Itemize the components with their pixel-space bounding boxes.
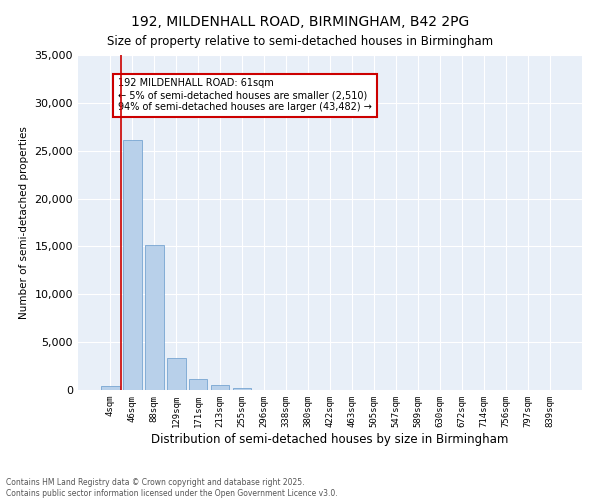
Y-axis label: Number of semi-detached properties: Number of semi-detached properties [19, 126, 29, 319]
Bar [101, 386, 119, 390]
Bar [211, 385, 229, 390]
Bar [189, 380, 208, 390]
Text: 192 MILDENHALL ROAD: 61sqm
← 5% of semi-detached houses are smaller (2,510)
94% : 192 MILDENHALL ROAD: 61sqm ← 5% of semi-… [118, 78, 372, 112]
Bar [167, 358, 185, 390]
X-axis label: Distribution of semi-detached houses by size in Birmingham: Distribution of semi-detached houses by … [151, 432, 509, 446]
Text: Size of property relative to semi-detached houses in Birmingham: Size of property relative to semi-detach… [107, 35, 493, 48]
Text: Contains HM Land Registry data © Crown copyright and database right 2025.
Contai: Contains HM Land Registry data © Crown c… [6, 478, 338, 498]
Bar [145, 246, 164, 390]
Text: 192, MILDENHALL ROAD, BIRMINGHAM, B42 2PG: 192, MILDENHALL ROAD, BIRMINGHAM, B42 2P… [131, 15, 469, 29]
Bar [123, 140, 142, 390]
Bar [233, 388, 251, 390]
